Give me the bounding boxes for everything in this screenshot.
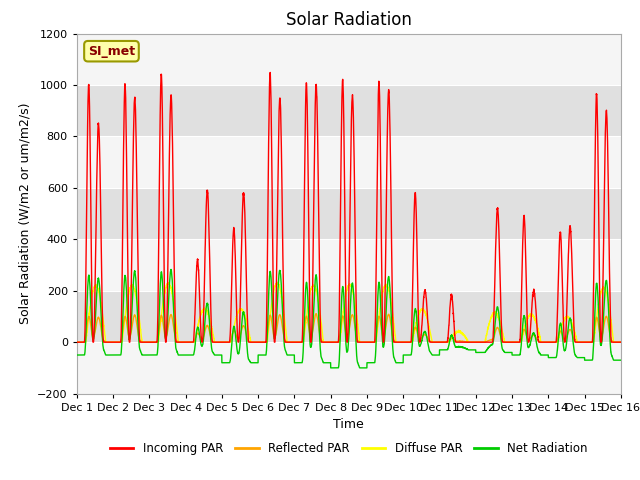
Bar [77, 34, 621, 85]
Bar [77, 136, 621, 188]
Bar [77, 240, 621, 291]
Bar [77, 85, 621, 136]
Bar [77, 291, 621, 342]
Text: SI_met: SI_met [88, 45, 135, 58]
Bar [77, 342, 621, 394]
Title: Solar Radiation: Solar Radiation [286, 11, 412, 29]
Y-axis label: Solar Radiation (W/m2 or um/m2/s): Solar Radiation (W/m2 or um/m2/s) [19, 103, 32, 324]
X-axis label: Time: Time [333, 418, 364, 431]
Bar [77, 188, 621, 240]
Legend: Incoming PAR, Reflected PAR, Diffuse PAR, Net Radiation: Incoming PAR, Reflected PAR, Diffuse PAR… [105, 437, 593, 460]
